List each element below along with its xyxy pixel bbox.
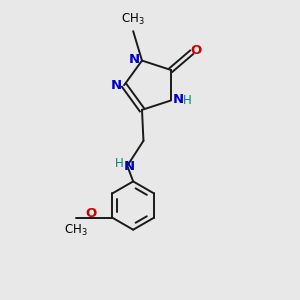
Text: O: O bbox=[85, 207, 97, 220]
Text: N: N bbox=[172, 93, 184, 106]
Text: N: N bbox=[124, 160, 135, 172]
Text: N: N bbox=[111, 79, 122, 92]
Text: N: N bbox=[129, 52, 140, 66]
Text: O: O bbox=[190, 44, 202, 57]
Text: CH$_3$: CH$_3$ bbox=[121, 12, 145, 27]
Text: H: H bbox=[115, 157, 123, 170]
Text: H: H bbox=[183, 94, 191, 107]
Text: CH$_3$: CH$_3$ bbox=[64, 223, 88, 238]
